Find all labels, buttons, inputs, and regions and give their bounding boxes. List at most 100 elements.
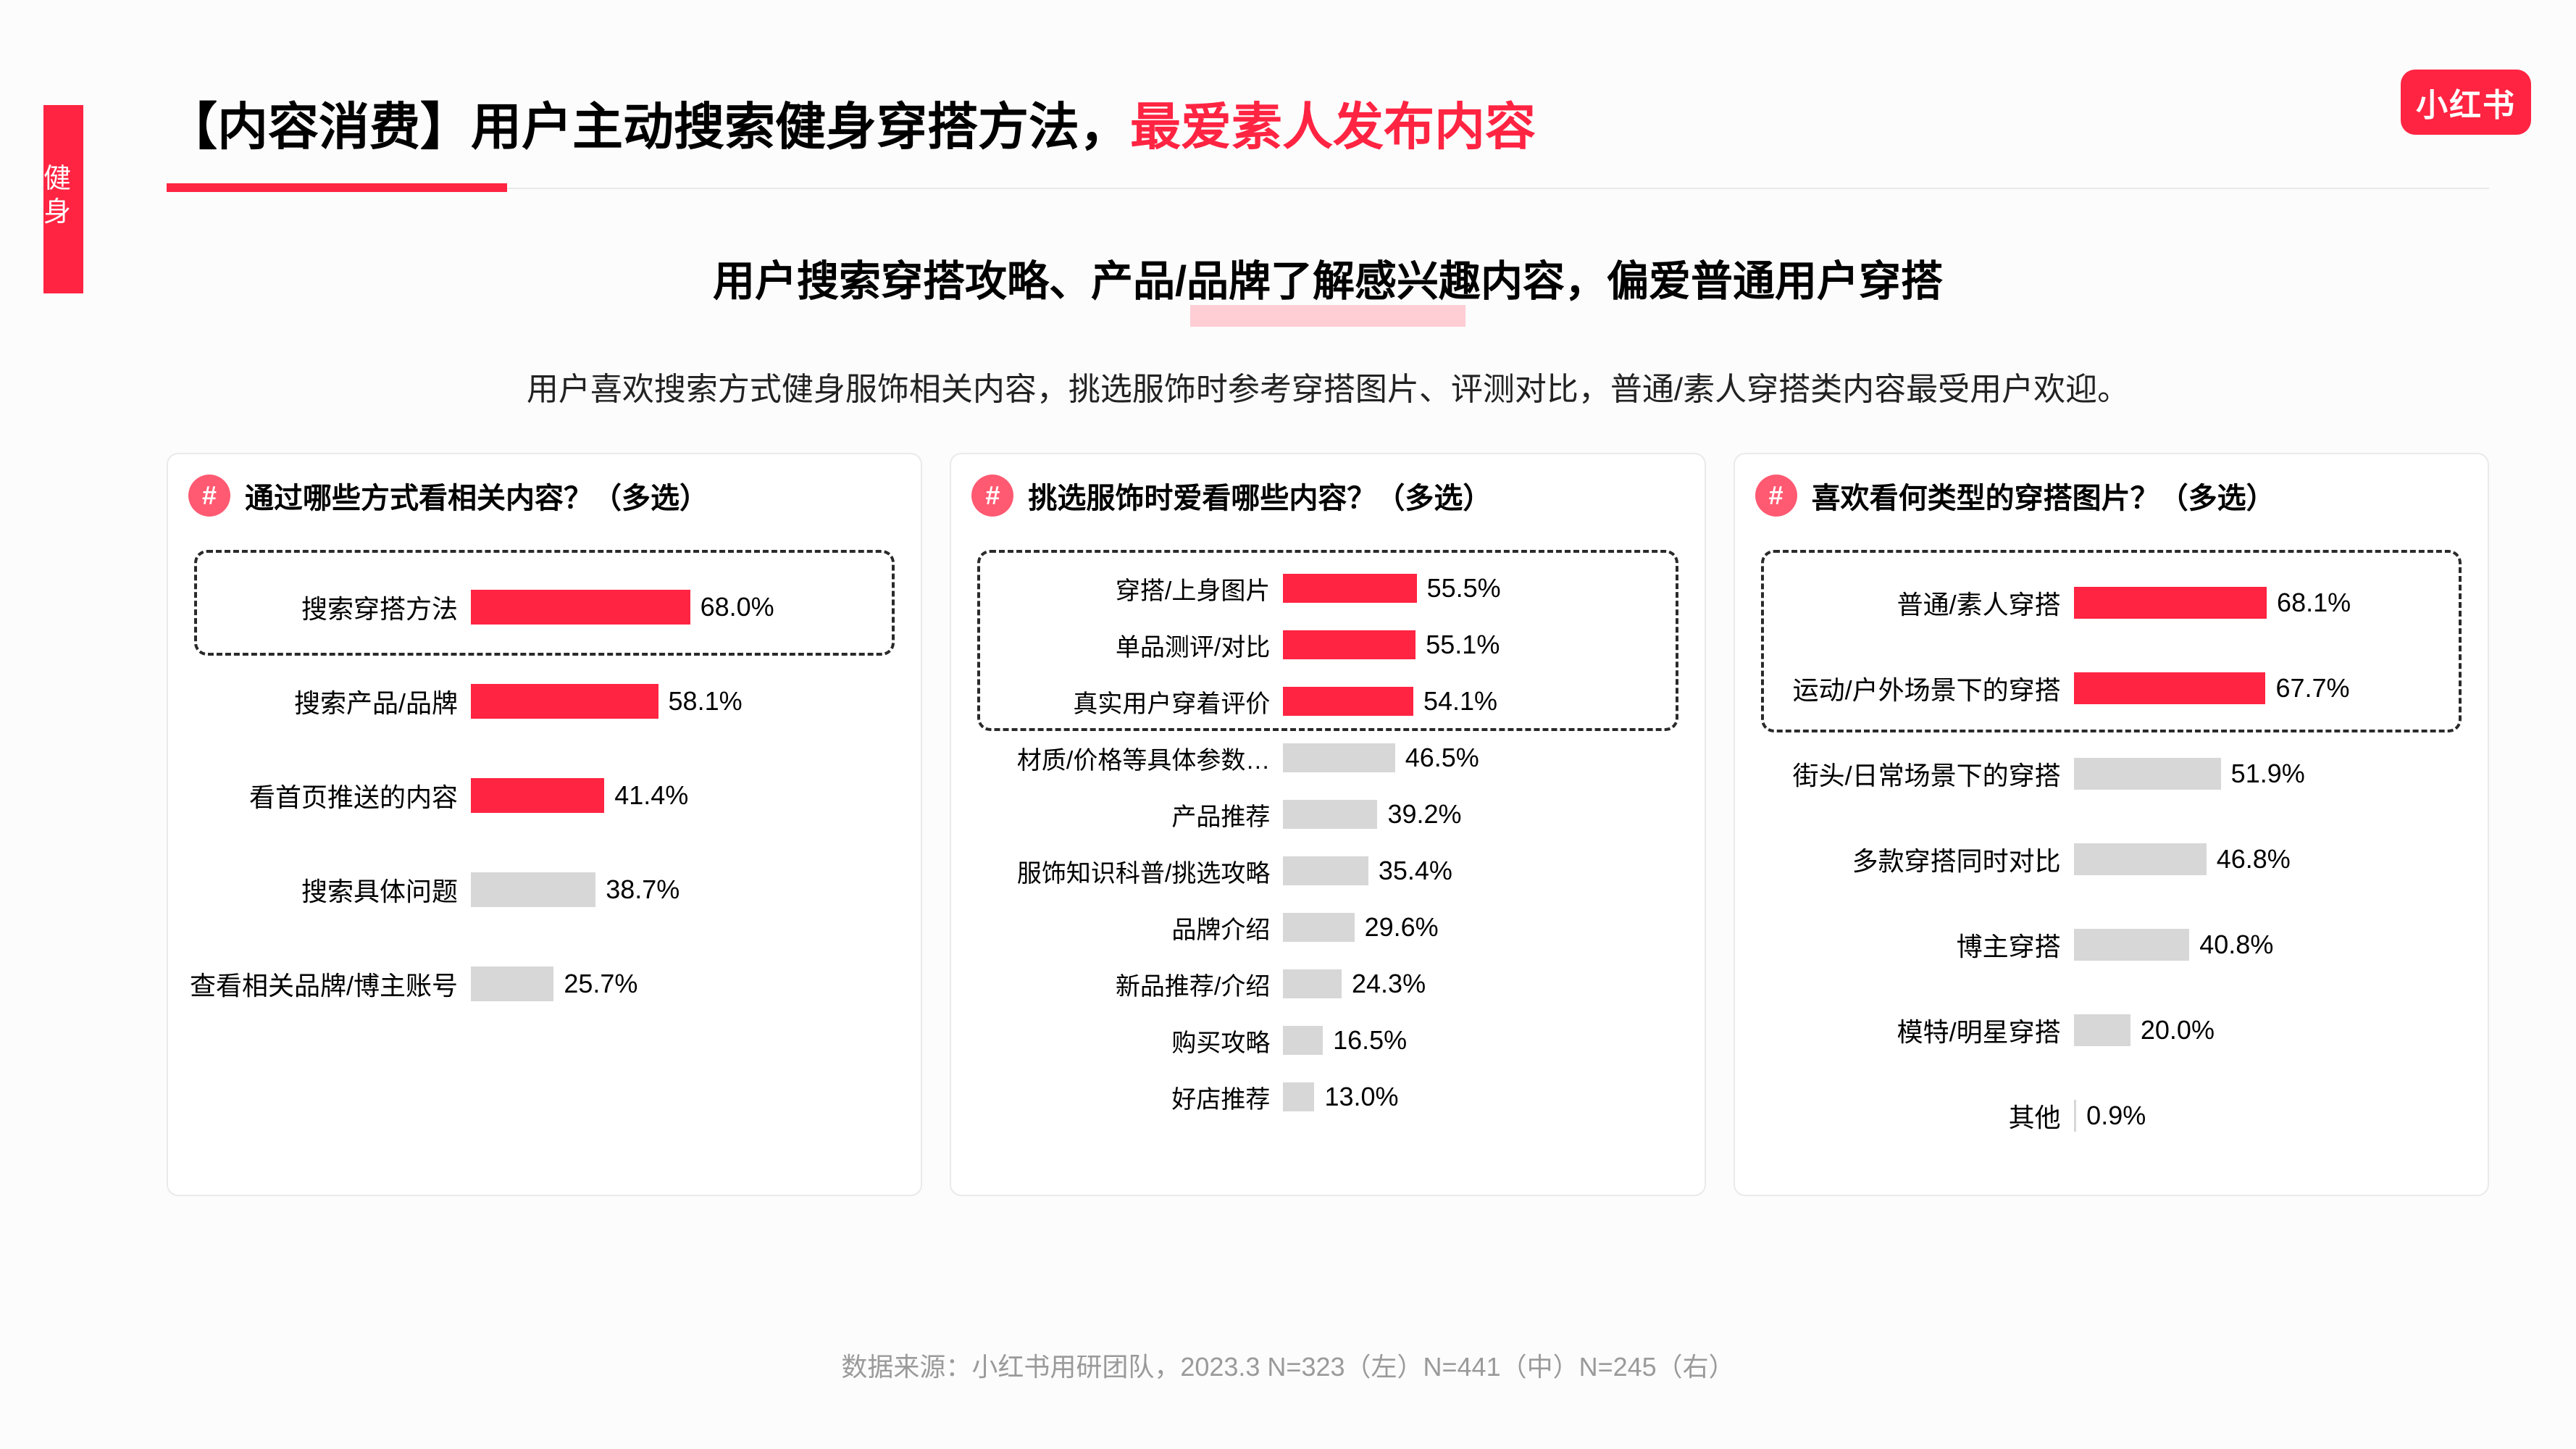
bar-row: 查看相关品牌/博主账号 25.7% <box>188 937 900 1031</box>
bar-track: 58.1% <box>471 684 900 719</box>
hash-icon: # <box>188 475 230 517</box>
subtitle-underline <box>1190 305 1465 327</box>
bar-list: 搜索穿搭方法68.0% 搜索产品/品牌 58.1% 看首页推送的内容 41.4% 搜索具体… <box>188 560 900 1031</box>
bar-row: 材质/价格等具体参数…46.5% <box>971 730 1684 786</box>
bar-value: 46.8% <box>2217 844 2291 874</box>
bar-value: 68.0% <box>701 592 774 622</box>
bar-label: 看首页推送的内容 <box>188 777 464 814</box>
bar-row: 普通/素人穿搭68.1% <box>1755 560 2467 646</box>
bar-label: 服饰知识科普/挑选攻略 <box>971 853 1276 889</box>
bar-track: 55.5% <box>1283 574 1684 603</box>
bar-fill <box>2074 1014 2130 1046</box>
bar-track: 46.5% <box>1283 743 1684 772</box>
panel-title: 挑选服饰时爱看哪些内容？（多选） <box>1028 475 1492 517</box>
side-category-label: 健身 <box>43 163 83 229</box>
hash-icon: # <box>971 475 1013 517</box>
bar-label: 好店推荐 <box>971 1080 1276 1115</box>
bar-row: 产品推荐39.2% <box>971 786 1684 843</box>
bar-fill <box>2074 587 2267 619</box>
bar-track: 24.3% <box>1283 969 1684 998</box>
bar-row: 新品推荐/介绍24.3% <box>971 956 1684 1012</box>
bar-value: 54.1% <box>1423 686 1497 717</box>
bar-fill <box>471 684 658 719</box>
bar-fill <box>1283 687 1413 716</box>
bar-fill <box>1283 743 1394 772</box>
bar-value: 67.7% <box>2275 673 2349 703</box>
bar-label: 真实用户穿着评价 <box>971 684 1276 719</box>
hash-icon: # <box>1755 475 1797 517</box>
bar-value: 20.0% <box>2141 1015 2215 1045</box>
bar-row: 穿搭/上身图片55.5% <box>971 560 1684 617</box>
bar-row: 购买攻略 16.5% <box>971 1012 1684 1069</box>
bar-row: 博主穿搭 40.8% <box>1755 902 2467 987</box>
bar-label: 模特/明星穿搭 <box>1755 1011 2067 1049</box>
bar-row: 其他 0.9% <box>1755 1073 2467 1158</box>
bar-fill <box>1283 856 1368 885</box>
bar-fill <box>471 966 553 1001</box>
bar-fill <box>1283 1026 1323 1055</box>
slide-description: 用户喜欢搜索方式健身服饰相关内容，挑选服饰时参考穿搭图片、评测对比，普通/素人穿… <box>167 363 2489 409</box>
bar-value: 55.1% <box>1426 630 1500 660</box>
slide-subtitle: 用户搜索穿搭攻略、产品/品牌了解感兴趣内容，偏爱普通用户穿搭 <box>167 247 2489 308</box>
bar-row: 多款穿搭同时对比 46.8% <box>1755 817 2467 902</box>
bar-row: 服饰知识科普/挑选攻略 35.4% <box>971 843 1684 899</box>
bar-track: 54.1% <box>1283 687 1684 716</box>
bar-label: 搜索具体问题 <box>188 871 464 909</box>
bar-fill <box>2074 758 2221 790</box>
bar-value: 40.8% <box>2199 930 2273 960</box>
bar-track: 25.7% <box>471 966 900 1001</box>
bar-value: 25.7% <box>564 969 637 999</box>
panel-header: #通过哪些方式看相关内容？（多选） <box>188 475 900 517</box>
bar-row: 看首页推送的内容 41.4% <box>188 748 900 843</box>
bar-label: 街头/日常场景下的穿搭 <box>1755 755 2067 793</box>
bar-row: 搜索产品/品牌 58.1% <box>188 654 900 748</box>
bar-fill <box>471 872 595 907</box>
bar-track: 16.5% <box>1283 1026 1684 1055</box>
bar-label: 单品测评/对比 <box>971 627 1276 663</box>
bar-track: 38.7% <box>471 872 900 907</box>
title-red: 最爱素人发布内容 <box>1130 94 1536 160</box>
panel-header: # 挑选服饰时爱看哪些内容？（多选） <box>971 475 1684 517</box>
bar-label: 其他 <box>1755 1097 2067 1135</box>
bar-fill <box>1283 630 1415 659</box>
bar-track: 0.9% <box>2074 1100 2467 1132</box>
panel-title: 喜欢看何类型的穿搭图片？（多选） <box>1812 475 2275 517</box>
bar-row: 好店推荐 13.0% <box>971 1069 1684 1125</box>
chart-panel: # 挑选服饰时爱看哪些内容？（多选） 穿搭/上身图片55.5% 单品测评/对比 55.1… <box>950 453 1705 1196</box>
subtitle-text: 用户搜索穿搭攻略、产品/品牌了解感兴趣内容，偏爱普通用户穿搭 <box>713 258 1943 305</box>
bar-value: 13.0% <box>1324 1082 1398 1112</box>
bar-fill <box>471 590 690 625</box>
bar-label: 产品推荐 <box>971 797 1276 832</box>
bar-value: 29.6% <box>1365 912 1439 943</box>
bar-fill <box>1283 969 1342 998</box>
bar-value: 0.9% <box>2086 1101 2146 1131</box>
bar-label: 博主穿搭 <box>1755 926 2067 964</box>
bar-value: 16.5% <box>1333 1025 1407 1056</box>
bar-track: 20.0% <box>2074 1014 2467 1046</box>
bar-row: 搜索穿搭方法68.0% <box>188 560 900 654</box>
bar-label: 材质/价格等具体参数… <box>971 740 1276 776</box>
title-black: 【内容消费】用户主动搜索健身穿搭方法， <box>167 94 1130 160</box>
bar-track: 41.4% <box>471 778 900 813</box>
bar-track: 13.0% <box>1283 1082 1684 1111</box>
slide-title: 【内容消费】用户主动搜索健身穿搭方法， 最爱素人发布内容 <box>167 94 2489 182</box>
bar-fill <box>1283 1082 1314 1111</box>
bar-value: 58.1% <box>669 686 743 717</box>
bar-row: 品牌介绍29.6% <box>971 899 1684 956</box>
bar-fill <box>471 778 604 813</box>
bar-value: 55.5% <box>1427 573 1501 604</box>
source-footnote: 数据来源：小红书用研团队，2023.3 N=323（左）N=441（中）N=24… <box>0 1346 2576 1384</box>
bar-label: 多款穿搭同时对比 <box>1755 840 2067 878</box>
bar-label: 搜索产品/品牌 <box>188 682 464 720</box>
bar-row: 模特/明星穿搭 20.0% <box>1755 987 2467 1073</box>
bar-row: 街头/日常场景下的穿搭51.9% <box>1755 731 2467 817</box>
chart-panel: #喜欢看何类型的穿搭图片？（多选）普通/素人穿搭68.1%运动/户外场景下的穿搭… <box>1734 453 2489 1196</box>
bar-value: 41.4% <box>614 780 688 811</box>
bar-label: 查看相关品牌/博主账号 <box>188 965 464 1003</box>
bar-fill <box>2074 1100 2077 1132</box>
bar-value: 35.4% <box>1379 856 1452 886</box>
bar-track: 40.8% <box>2074 929 2467 961</box>
bar-label: 购买攻略 <box>971 1023 1276 1058</box>
bar-list: 穿搭/上身图片55.5% 单品测评/对比 55.1% 真实用户穿着评价 54.1% 材质/… <box>971 560 1684 1125</box>
bar-track: 55.1% <box>1283 630 1684 659</box>
